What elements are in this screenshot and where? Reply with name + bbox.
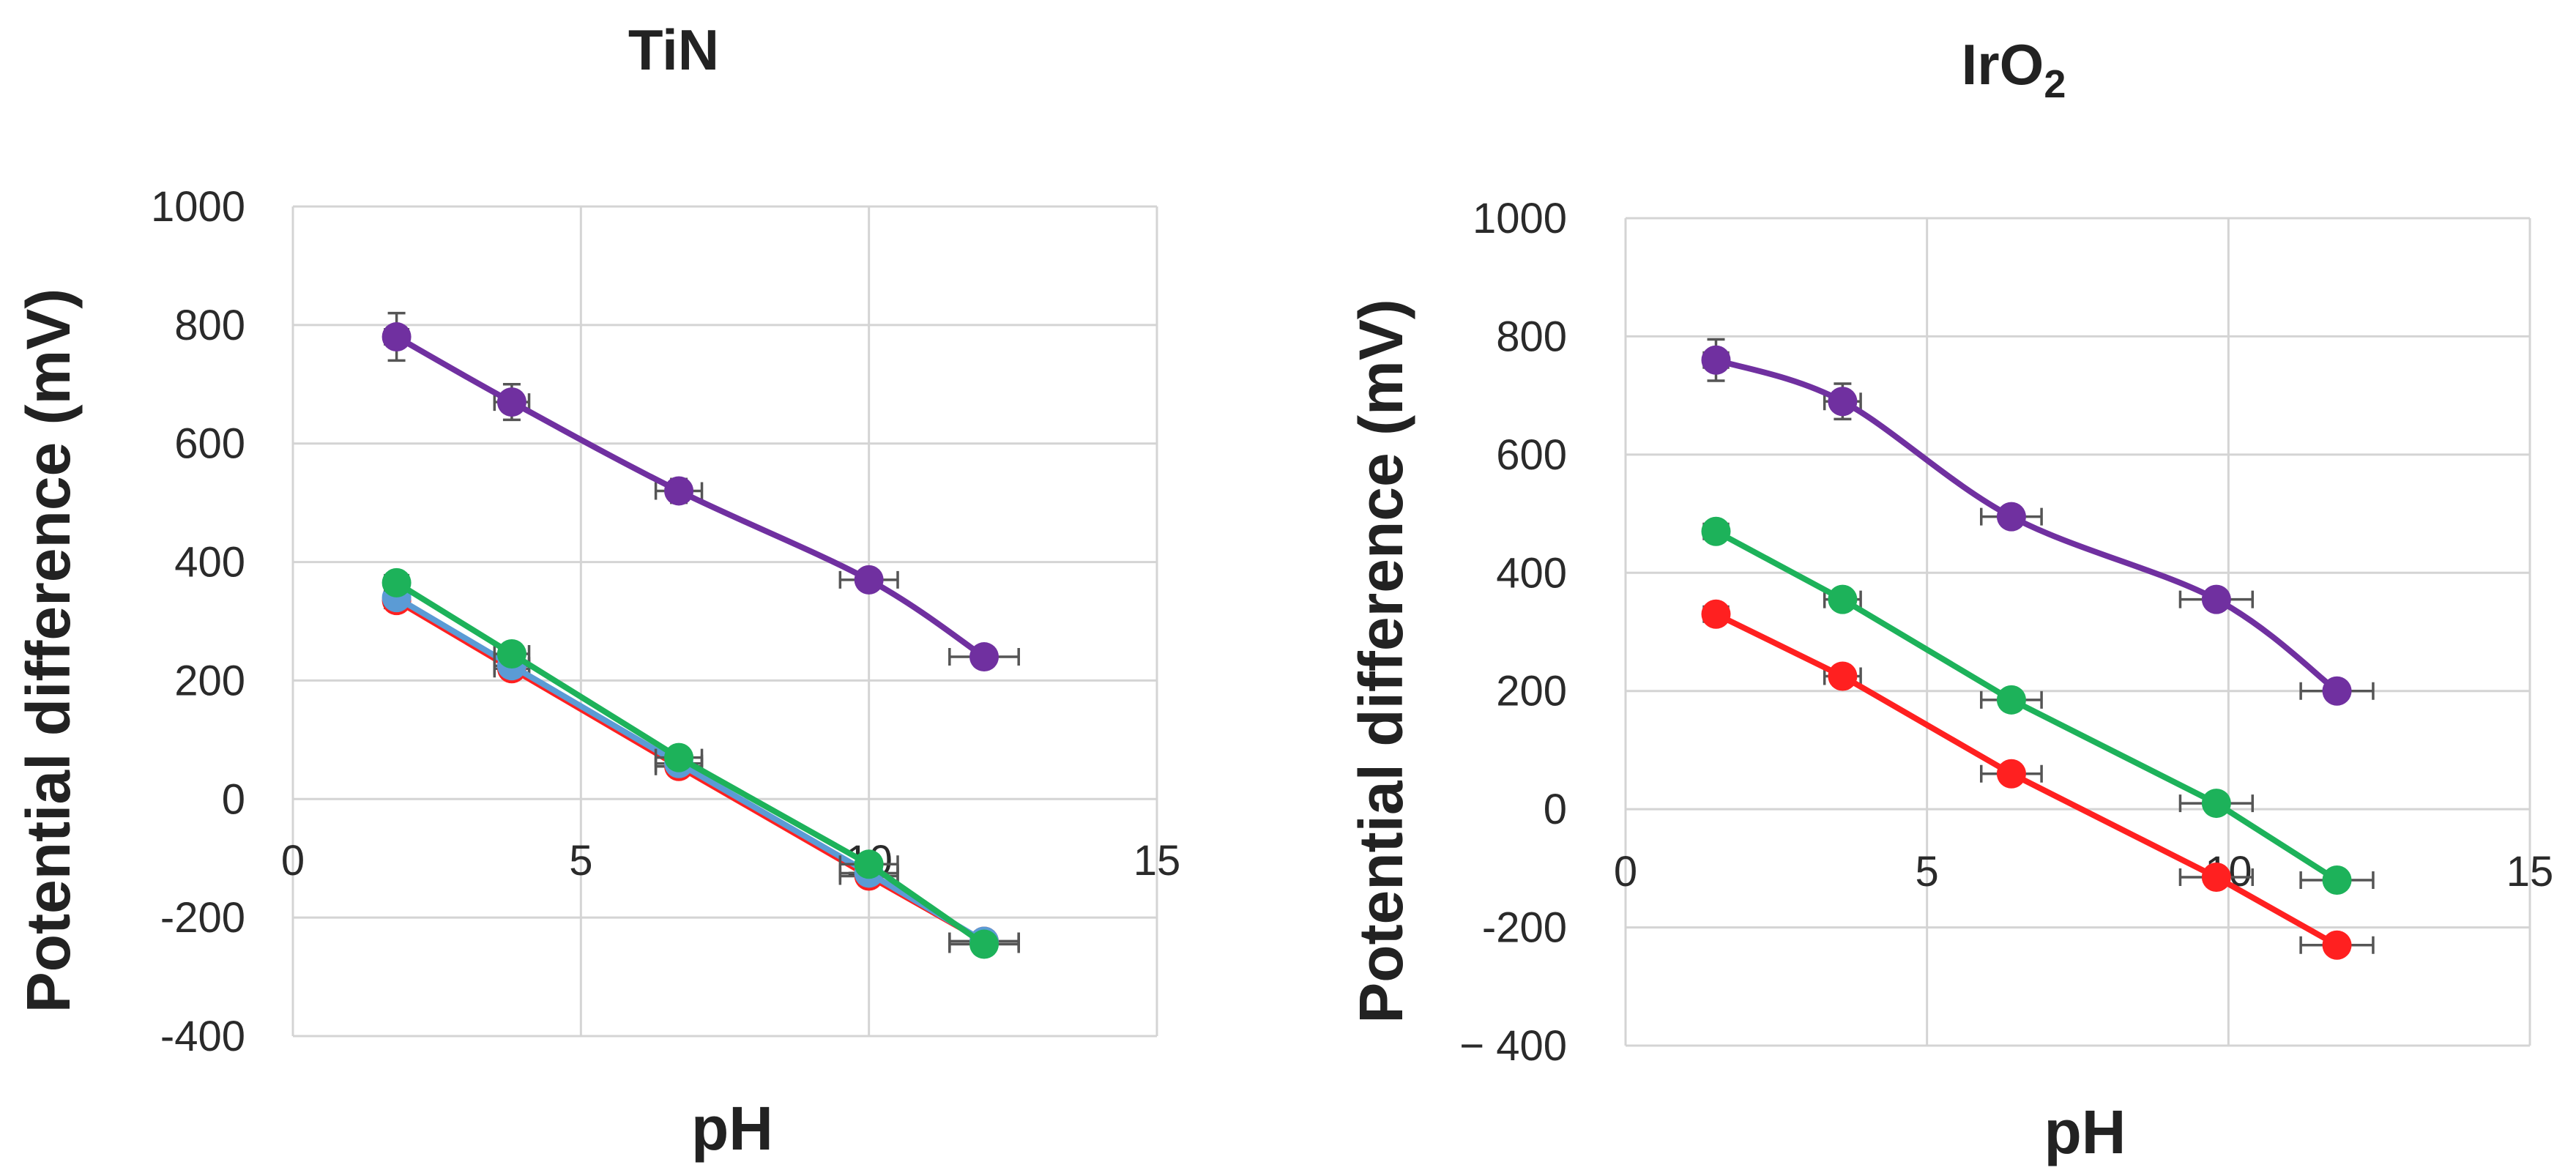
data-point [1828, 661, 1858, 691]
data-point [2201, 789, 2231, 819]
y-tick-label: 1000 [1473, 195, 1567, 242]
y-tick-label: 1000 [151, 183, 245, 231]
series-purple [1701, 338, 2375, 706]
y-axis-label: Potential difference (mV) [14, 288, 83, 1013]
y-tick-label: 200 [174, 657, 245, 704]
data-point [1701, 516, 1731, 546]
series-line [1713, 528, 2340, 883]
data-point [2201, 584, 2231, 614]
series-purple [381, 311, 1020, 672]
x-axis-label: pH [691, 1094, 773, 1163]
data-point [1701, 345, 1731, 375]
data-point [1828, 584, 1858, 614]
data-point [664, 742, 694, 772]
data-point [969, 642, 999, 672]
x-tick-label: 15 [2506, 848, 2554, 895]
x-axis-label: pH [2044, 1098, 2126, 1166]
x-tick-label: 0 [281, 837, 305, 885]
y-tick-label: 400 [174, 539, 245, 586]
data-point [2322, 676, 2352, 706]
data-point [496, 639, 526, 669]
data-point [2201, 862, 2231, 892]
data-point [2322, 865, 2352, 895]
data-point [854, 849, 884, 879]
y-tick-label: − 400 [1459, 1022, 1567, 1070]
x-tick-label: 5 [1916, 848, 1939, 895]
y-tick-label: 600 [1496, 431, 1567, 479]
y-tick-label: 0 [1544, 786, 1567, 833]
y-tick-label: 800 [174, 302, 245, 349]
chart-title: TiN [628, 18, 719, 82]
x-tick-label: 5 [569, 837, 592, 885]
data-point [381, 567, 412, 597]
chart-tin: TiN10008006004002000-200-400051015pHPote… [14, 18, 1180, 1163]
data-point [1701, 599, 1731, 629]
y-tick-label: -200 [160, 894, 245, 942]
data-point [1828, 387, 1858, 417]
series-line [1713, 611, 2340, 948]
data-point [854, 565, 884, 595]
data-point [381, 322, 412, 352]
data-point [2322, 930, 2352, 960]
data-point [1996, 759, 2026, 789]
data-point [664, 476, 694, 506]
y-tick-label: -200 [1482, 904, 1567, 952]
y-tick-label: 200 [1496, 668, 1567, 715]
data-point [969, 929, 999, 959]
chart-title: IrO2 [1962, 32, 2066, 106]
series-red [1701, 599, 2375, 960]
x-tick-label: 0 [1614, 848, 1637, 895]
series-green [1701, 516, 2375, 895]
y-tick-label: 600 [174, 420, 245, 468]
y-axis-label: Potential difference (mV) [1347, 299, 1415, 1024]
data-point [496, 387, 526, 417]
series-line [1713, 357, 2340, 694]
data-point [1996, 502, 2026, 532]
x-tick-label: 15 [1133, 837, 1181, 885]
data-point [1996, 685, 2026, 715]
series-green [381, 567, 1020, 959]
y-tick-label: 400 [1496, 549, 1567, 597]
y-tick-label: -400 [160, 1013, 245, 1060]
y-tick-label: 0 [222, 775, 245, 823]
y-tick-label: 800 [1496, 313, 1567, 360]
